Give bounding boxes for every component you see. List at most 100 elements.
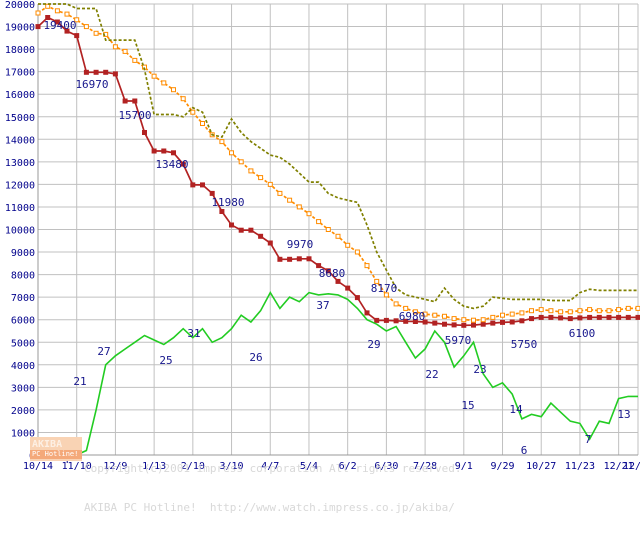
series-marker-average-price <box>287 197 293 203</box>
series-marker-average-price <box>258 175 264 181</box>
series-marker-average-price <box>74 17 80 23</box>
series-marker-lowest-price <box>403 318 409 324</box>
price-value-label: 9970 <box>287 238 314 251</box>
series-marker-average-price <box>296 204 302 210</box>
price-value-label: 15700 <box>118 109 151 122</box>
price-value-label: 6980 <box>399 310 426 323</box>
series-marker-lowest-price <box>480 321 486 327</box>
series-marker-average-price <box>83 24 89 30</box>
shop-count-label: 26 <box>249 351 262 364</box>
price-value-label: 8170 <box>371 282 398 295</box>
series-marker-lowest-price <box>296 256 302 262</box>
shop-count-label: 14 <box>509 403 523 416</box>
y-tick-label: 11000 <box>5 203 35 214</box>
y-tick-label: 1000 <box>11 428 35 439</box>
y-tick-label: 6000 <box>11 316 35 327</box>
series-marker-lowest-price <box>374 317 380 323</box>
y-tick-label: 2000 <box>11 406 35 417</box>
y-tick-label: 4000 <box>11 361 35 372</box>
series-marker-lowest-price <box>142 130 147 135</box>
x-tick-label: 6/30 <box>374 461 398 472</box>
x-tick-label: 5/4 <box>300 461 318 472</box>
series-marker-average-price <box>335 233 341 239</box>
shop-count-label: 25 <box>159 354 172 367</box>
series-marker-lowest-price <box>335 278 341 284</box>
series-marker-lowest-price <box>500 319 505 325</box>
y-tick-label: 10000 <box>5 226 35 237</box>
series-marker-lowest-price <box>64 28 70 34</box>
series-marker-lowest-price <box>306 256 312 262</box>
shop-count-label: 27 <box>97 345 110 358</box>
series-marker-average-price <box>374 278 380 284</box>
series-marker-average-price <box>461 317 467 323</box>
x-axis-tick-labels: 10/14 11/10 12/9 1/13 2/10 3/10 4/7 5/4 6/2 6/30 7… <box>23 461 640 472</box>
series-marker-lowest-price <box>616 314 622 320</box>
y-tick-label: 12000 <box>5 180 35 191</box>
x-tick-label: 4/7 <box>261 461 279 472</box>
series-marker-lowest-price <box>364 310 370 316</box>
shop-count-label: 21 <box>73 375 86 388</box>
y-tick-label: 3000 <box>11 383 35 394</box>
series-marker-lowest-price <box>35 24 41 30</box>
series-marker-lowest-price <box>161 148 167 154</box>
series-marker-average-price <box>325 227 331 232</box>
series-marker-lowest-price <box>442 321 447 327</box>
shop-count-label: 23 <box>473 363 486 376</box>
series-marker-average-price <box>548 308 554 314</box>
y-tick-label: 9000 <box>11 248 35 259</box>
series-marker-average-price <box>306 211 312 217</box>
price-value-label: 13480 <box>155 158 188 171</box>
series-marker-lowest-price <box>412 319 418 324</box>
series-marker-lowest-price <box>490 320 496 326</box>
series-marker-lowest-price <box>354 295 360 301</box>
series-marker-average-price <box>422 311 428 317</box>
series-marker-lowest-price <box>238 227 244 233</box>
series-marker-average-price <box>529 308 534 314</box>
price-value-label: 19400 <box>43 19 76 32</box>
series-marker-average-price <box>180 96 186 102</box>
series-marker-average-price <box>45 3 51 9</box>
series-marker-lowest-price <box>461 322 467 328</box>
series-marker-lowest-price <box>567 316 573 322</box>
series-marker-lowest-price <box>577 315 583 321</box>
series-marker-average-price <box>316 219 322 225</box>
series-marker-average-price <box>471 317 476 323</box>
series-marker-average-price <box>161 80 167 86</box>
series-marker-average-price <box>480 317 486 323</box>
y-tick-label: 18000 <box>5 45 35 56</box>
series-marker-average-price <box>538 307 544 313</box>
series-marker-average-price <box>490 314 496 320</box>
series-marker-lowest-price <box>248 227 254 233</box>
x-tick-label: 11/10 <box>62 461 92 472</box>
series-marker-average-price <box>432 312 438 318</box>
y-tick-label: 5000 <box>11 338 35 349</box>
series-marker-lowest-price <box>383 317 389 323</box>
series-marker-lowest-price <box>219 209 225 214</box>
series-marker-lowest-price <box>287 256 293 262</box>
series-marker-lowest-price <box>180 161 186 167</box>
series-marker-lowest-price <box>422 319 428 325</box>
series-marker-average-price <box>577 308 583 314</box>
series-marker-average-price <box>219 139 225 145</box>
x-tick-label: 10/14 <box>23 461 53 472</box>
series-marker-average-price <box>442 313 447 319</box>
series-marker-lowest-price <box>103 69 109 75</box>
series-marker-average-price <box>200 121 205 126</box>
y-tick-label: 20000 <box>5 0 35 11</box>
series-marker-lowest-price <box>151 148 157 154</box>
x-tick-label: 12/9 <box>103 461 127 472</box>
shop-count-label: 31 <box>187 327 200 340</box>
series-marker-lowest-price <box>54 19 60 25</box>
series-marker-average-price <box>519 310 525 316</box>
series-marker-lowest-price <box>625 314 631 320</box>
series-marker-lowest-price <box>83 69 89 75</box>
price-value-label: 5750 <box>511 338 538 351</box>
y-tick-label: 14000 <box>5 135 35 146</box>
series-marker-average-price <box>567 309 573 315</box>
x-tick-label: 10/27 <box>526 461 556 472</box>
series-marker-average-price <box>238 159 244 165</box>
series-marker-lowest-price <box>200 182 205 188</box>
series-marker-lowest-price <box>509 319 515 325</box>
shop-count-label: 6 <box>521 444 528 457</box>
series-marker-average-price <box>364 263 370 269</box>
